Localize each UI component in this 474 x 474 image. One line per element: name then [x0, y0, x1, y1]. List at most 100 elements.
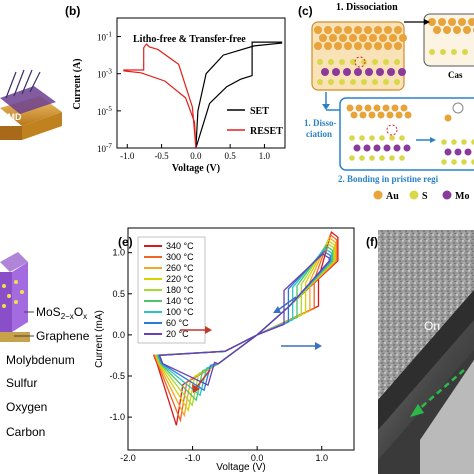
sulfur-label: Sulfur: [6, 376, 37, 390]
au-atom: [374, 42, 382, 50]
legend-label: 220 °C: [166, 274, 194, 284]
s-atom: [399, 135, 405, 141]
panel-b-xtick-label: 0.5: [225, 151, 237, 161]
side-label-1: 1. Disso-: [304, 118, 337, 128]
panel-e-xtick-label: -1.0: [185, 453, 201, 463]
s-atom: [328, 79, 334, 85]
s-atom: [394, 79, 400, 85]
legend-label: 20 °C: [166, 329, 189, 339]
mos2-label: MoS2−xOx: [36, 305, 87, 321]
s-atom: [379, 155, 385, 161]
mo-atom: [354, 68, 362, 76]
mo-atom: [383, 144, 391, 152]
case-label: Cas: [448, 70, 463, 80]
au-legend-label: Au: [386, 191, 399, 202]
oxygen-label: Oxygen: [6, 400, 47, 414]
legend-label: 100 °C: [166, 307, 194, 317]
arrow-lower-left-head: [192, 384, 200, 393]
set-legend-label: SET: [250, 106, 269, 117]
s-atom: [359, 155, 365, 161]
panel-b-xtick-label: -1.0: [120, 151, 135, 161]
panel-b-title: Litho-free & Transfer-free: [133, 34, 246, 45]
panel-d-device-stack: [0, 252, 34, 342]
au-atom: [368, 111, 376, 119]
mo-atom: [343, 68, 351, 76]
au-atom: [354, 26, 362, 34]
mo-atom: [444, 148, 452, 156]
panel-label-e: (e): [118, 235, 133, 249]
panel-b-ytick-label: 10-1: [97, 31, 112, 43]
panel-a-device-illustration: [0, 69, 62, 140]
detached-atom: [452, 102, 464, 114]
au-atom: [364, 104, 372, 112]
s-atom: [383, 79, 389, 85]
s-atom: [461, 159, 467, 165]
au-atom: [444, 114, 452, 122]
tmd-label: TMD: [2, 112, 22, 122]
mo-atom: [387, 68, 395, 76]
legend-label: 300 °C: [166, 252, 194, 262]
s-atom: [372, 79, 378, 85]
s-atom: [372, 59, 378, 65]
step-2-label: 2. Bonding in pristine regi: [338, 174, 439, 184]
panel-label-f: (f): [366, 235, 378, 249]
mo-atom: [321, 68, 329, 76]
au-atom: [384, 42, 392, 50]
au-atom: [391, 104, 399, 112]
s-atom: [461, 139, 467, 145]
arrow-upper-right: [277, 296, 297, 311]
s-atom: [317, 79, 323, 85]
s-atom: [361, 79, 367, 85]
panel-b-xtick-label: 0.0: [190, 151, 202, 161]
au-atom: [463, 26, 471, 34]
au-atom: [364, 26, 372, 34]
panel-e-xtick-label: 0.0: [251, 453, 264, 463]
reset-curve: [123, 43, 197, 149]
set-curve: [195, 41, 283, 149]
mo-swatch: [442, 190, 452, 200]
panel-e-ytick-label: 0.5: [112, 289, 125, 299]
s-atom: [429, 49, 435, 55]
mo-atom: [403, 144, 411, 152]
vacancy-marker: [354, 56, 366, 68]
arrow-left-mid-head: [205, 326, 212, 334]
mo-atom: [365, 68, 373, 76]
s-atom: [462, 49, 468, 55]
s-atom: [389, 155, 395, 161]
dissociation-arrowhead: [424, 19, 430, 25]
au-atom: [458, 18, 466, 26]
panel-c-mechanism-diagram: [311, 13, 474, 171]
s-atom: [361, 59, 367, 65]
panel-b-xtick-label: -0.5: [154, 151, 169, 161]
mo-atom: [398, 68, 406, 76]
s-atom: [389, 135, 395, 141]
legend-label: 340 °C: [166, 241, 194, 251]
au-atom: [364, 42, 372, 50]
panel-b-plot-frame: [116, 17, 286, 149]
au-atom: [399, 34, 407, 42]
arrow-lower-right-head: [315, 342, 322, 350]
panel-b-ylabel: Current (A): [72, 58, 83, 109]
iv-loop-curve: [158, 253, 330, 387]
arrow-upper-right-head: [273, 306, 281, 313]
s-atom: [451, 139, 457, 145]
s-atom: [471, 159, 474, 165]
s-swatch: [409, 190, 419, 200]
au-atom: [377, 111, 385, 119]
panel-b-xtick-label: 1.0: [259, 151, 271, 161]
s-atom: [349, 135, 355, 141]
step-1-label: 1. Dissociation: [336, 2, 398, 13]
panel-b-ytick-label: 10-3: [97, 68, 112, 80]
s-atom: [317, 59, 323, 65]
mo-atom: [363, 144, 371, 152]
reset-legend-label: RESET: [250, 126, 283, 137]
s-atom: [451, 49, 457, 55]
au-atom: [389, 34, 397, 42]
s-atom: [440, 49, 446, 55]
s-atom: [349, 155, 355, 161]
au-atom: [324, 42, 332, 50]
au-atom: [374, 26, 382, 34]
panel-b-iv-chart: 10-1 10-3 10-5 10-7 -1.0 -0.5 0.0 0.5 1.0: [97, 17, 286, 161]
au-atom: [448, 18, 456, 26]
